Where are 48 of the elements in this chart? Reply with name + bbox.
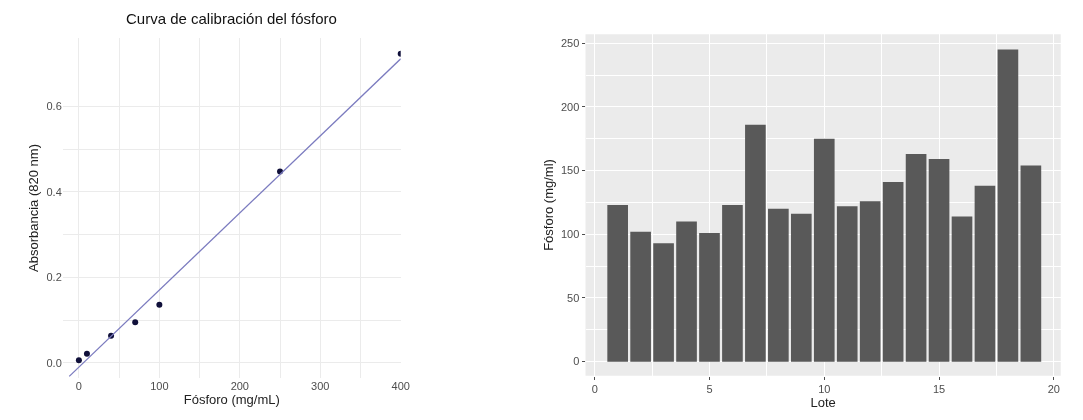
bar [859,201,881,362]
y-tick-label: 0 [573,355,580,368]
bar [928,159,950,362]
y-tick-label: 0.0 [46,356,62,369]
x-tick-label: 0 [591,382,598,395]
y-axis-title: Fósforo (mg/ml) [540,159,556,251]
x-tick-label: 20 [1047,382,1060,395]
chart-title: Curva de calibración del fósforo [126,10,337,27]
y-tick-label: 200 [560,100,580,113]
y-tick-label: 0.4 [46,185,62,198]
point [83,350,90,357]
y-tick-label: 0.2 [46,271,62,284]
bar [699,232,720,362]
x-tick-label: 0 [75,379,82,392]
bar [836,206,858,362]
y-tick-label: 50 [567,291,580,304]
bar [974,185,996,362]
x-tick-label: 5 [706,382,713,395]
bar [1020,165,1042,362]
y-axis-title: Absorbancia (820 nm) [26,144,42,272]
bar [813,138,835,362]
bar [607,204,628,362]
bar [951,216,973,362]
bar [790,213,812,362]
bar [745,124,766,362]
x-tick-label: 10 [818,382,831,395]
bar [653,243,674,362]
bar [768,208,789,362]
bar [905,154,927,362]
bar [997,49,1019,362]
y-tick-label: 250 [560,37,580,50]
bar [882,182,904,362]
y-tick-label: 150 [560,164,580,177]
bar [676,221,697,362]
x-tick-label: 400 [391,379,410,392]
point [75,357,82,364]
x-tick-label: 300 [311,379,330,392]
y-tick-label: 0.6 [46,100,62,113]
point [132,319,139,326]
bar [630,231,651,362]
x-tick-label: 15 [932,382,946,395]
x-axis-title: Fósforo (mg/mL) [183,391,280,407]
bar [722,204,743,362]
x-tick-label: 100 [150,379,169,392]
point [156,301,163,308]
x-axis-title: Lote [810,394,836,410]
x-tick-label: 200 [230,379,249,392]
y-tick-label: 100 [560,228,580,241]
